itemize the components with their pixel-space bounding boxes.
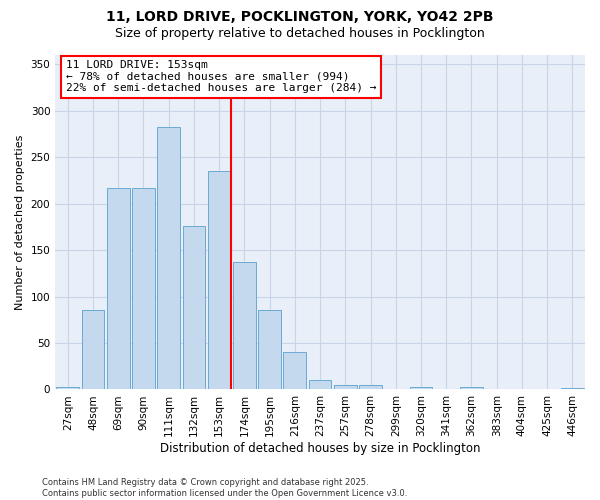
Bar <box>460 386 483 390</box>
Bar <box>208 171 230 390</box>
Bar <box>561 388 584 390</box>
Text: 11 LORD DRIVE: 153sqm
← 78% of detached houses are smaller (994)
22% of semi-det: 11 LORD DRIVE: 153sqm ← 78% of detached … <box>66 60 376 93</box>
Y-axis label: Number of detached properties: Number of detached properties <box>15 134 25 310</box>
Bar <box>82 310 104 390</box>
Text: 11, LORD DRIVE, POCKLINGTON, YORK, YO42 2PB: 11, LORD DRIVE, POCKLINGTON, YORK, YO42 … <box>106 10 494 24</box>
Bar <box>258 310 281 390</box>
Bar <box>334 385 356 390</box>
Text: Contains HM Land Registry data © Crown copyright and database right 2025.
Contai: Contains HM Land Registry data © Crown c… <box>42 478 407 498</box>
Text: Size of property relative to detached houses in Pocklington: Size of property relative to detached ho… <box>115 28 485 40</box>
Bar <box>536 388 559 390</box>
Bar <box>359 385 382 390</box>
Bar <box>107 188 130 390</box>
Bar <box>182 226 205 390</box>
Bar <box>233 262 256 390</box>
Bar <box>56 386 79 390</box>
Bar <box>309 380 331 390</box>
Bar <box>157 126 180 390</box>
X-axis label: Distribution of detached houses by size in Pocklington: Distribution of detached houses by size … <box>160 442 481 455</box>
Bar <box>132 188 155 390</box>
Bar <box>410 386 433 390</box>
Bar <box>283 352 306 390</box>
